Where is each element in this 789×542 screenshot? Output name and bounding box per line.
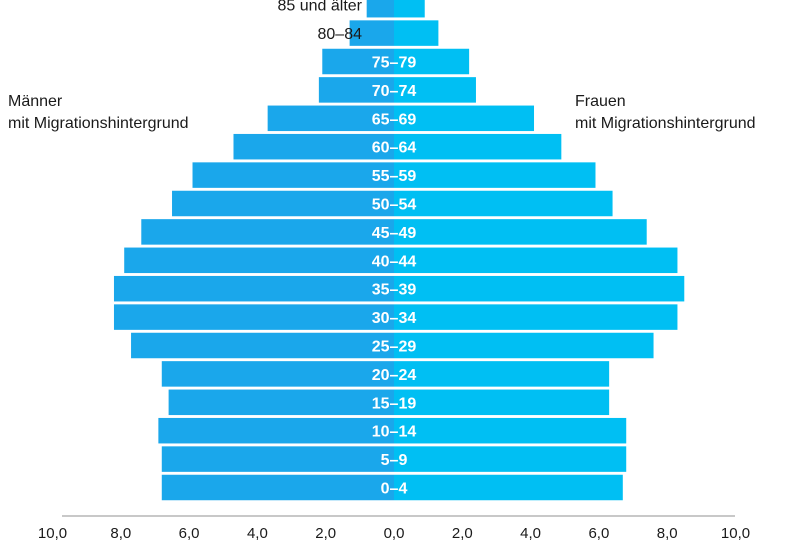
bar-men-1 — [161, 446, 394, 472]
age-label-0: 0–4 — [381, 481, 408, 498]
bar-men-4 — [161, 361, 394, 387]
age-label-6: 30–34 — [372, 310, 417, 327]
x-tick-label-10: 10,0 — [721, 525, 750, 542]
bar-women-15 — [394, 48, 470, 75]
bar-women-14 — [394, 77, 476, 103]
age-label-2: 10–14 — [372, 424, 417, 441]
bar-women-16 — [394, 20, 439, 46]
bar-men-3 — [168, 389, 394, 416]
x-tick-label-9: 8,0 — [657, 525, 678, 542]
bar-men-17 — [366, 0, 394, 18]
age-label-7: 35–39 — [372, 282, 417, 299]
bar-women-3 — [394, 389, 610, 416]
age-label-9: 45–49 — [372, 225, 417, 242]
bar-women-5 — [394, 332, 654, 359]
bar-men-10 — [172, 190, 394, 217]
x-tick-label-7: 4,0 — [520, 525, 541, 542]
age-label-4: 20–24 — [372, 367, 417, 384]
age-label-15: 75–79 — [372, 55, 417, 72]
legend-women-line2: mit Migrationshintergrund — [575, 115, 756, 132]
bar-women-11 — [394, 162, 596, 188]
age-label-17: 85 und älter — [277, 0, 362, 15]
legend-women-line1: Frauen — [575, 93, 626, 110]
bar-women-2 — [394, 417, 627, 444]
bar-men-2 — [158, 417, 394, 444]
bar-women-12 — [394, 133, 562, 160]
x-tick-label-0: 10,0 — [38, 525, 67, 542]
bar-women-0 — [394, 474, 623, 501]
bar-men-11 — [192, 162, 394, 188]
bar-men-16 — [349, 20, 394, 46]
bar-men-12 — [233, 133, 394, 160]
bar-men-13 — [267, 105, 394, 132]
x-tick-label-6: 2,0 — [452, 525, 473, 542]
age-label-12: 60–64 — [372, 140, 417, 157]
age-label-11: 55–59 — [372, 168, 417, 185]
bar-men-9 — [141, 219, 394, 245]
bar-women-1 — [394, 446, 627, 472]
bar-men-6 — [113, 304, 394, 330]
x-tick-label-2: 6,0 — [179, 525, 200, 542]
x-tick-label-1: 8,0 — [110, 525, 131, 542]
age-label-5: 25–29 — [372, 339, 417, 356]
age-label-14: 70–74 — [372, 83, 417, 100]
age-label-16: 80–84 — [318, 26, 363, 43]
legend-men-line2: mit Migrationshintergrund — [8, 115, 189, 132]
age-label-3: 15–19 — [372, 395, 417, 412]
bar-men-5 — [131, 332, 395, 359]
bar-men-7 — [113, 275, 394, 302]
x-tick-label-4: 2,0 — [315, 525, 336, 542]
bar-women-17 — [394, 0, 425, 18]
x-tick-label-3: 4,0 — [247, 525, 268, 542]
bar-men-0 — [161, 474, 394, 501]
bar-women-10 — [394, 190, 613, 217]
legend-women: Frauen mit Migrationshintergrund — [575, 91, 756, 135]
bar-women-8 — [394, 247, 678, 274]
legend-men: Männer mit Migrationshintergrund — [8, 91, 189, 135]
age-label-8: 40–44 — [372, 253, 417, 270]
bar-women-7 — [394, 275, 685, 302]
legend-men-line1: Männer — [8, 93, 63, 110]
bar-women-4 — [394, 361, 610, 387]
x-tick-label-5: 0,0 — [384, 525, 405, 542]
bar-men-8 — [124, 247, 394, 274]
bar-men-15 — [322, 48, 394, 75]
age-label-10: 50–54 — [372, 197, 417, 214]
bar-women-9 — [394, 219, 647, 245]
x-tick-label-8: 6,0 — [588, 525, 609, 542]
bar-men-14 — [318, 77, 394, 103]
bar-women-13 — [394, 105, 535, 132]
age-label-13: 65–69 — [372, 111, 417, 128]
bar-women-6 — [394, 304, 678, 330]
age-label-1: 5–9 — [381, 452, 408, 469]
